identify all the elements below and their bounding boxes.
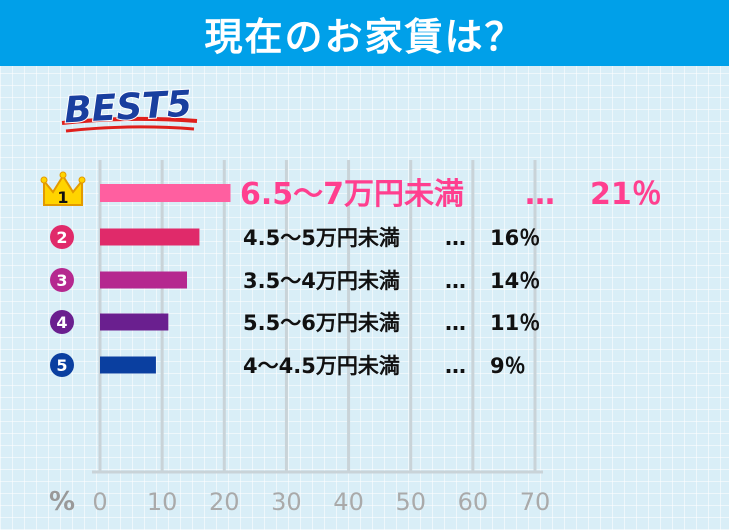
circle-3-icon: 3 — [50, 268, 74, 292]
x-tick-label: 20 — [209, 488, 240, 516]
bar-value-label: 16％ — [490, 226, 540, 250]
chart-panel — [0, 66, 729, 530]
bar-chart: 0 10 20 30 40 50 60 70 % BEST5 1 2 3 4 5 6.5～7万円未満 …… — [40, 83, 662, 517]
best5-badge: BEST5 — [61, 83, 198, 133]
bar-separator: … — [525, 177, 555, 212]
bar-range-label: 4～4.5万円未満 — [243, 354, 400, 378]
grid-lines — [92, 160, 543, 474]
rank-number: 5 — [56, 356, 67, 375]
bar — [100, 271, 187, 289]
bar-range-label: 4.5～5万円未満 — [243, 226, 400, 250]
bars — [100, 184, 231, 374]
bar — [100, 313, 169, 331]
best5-label: BEST5 — [63, 84, 193, 132]
circle-5-icon: 5 — [50, 353, 74, 377]
circle-2-icon: 2 — [50, 225, 74, 249]
x-tick-label: 10 — [147, 488, 178, 516]
circle-4-icon: 4 — [50, 310, 74, 334]
rank-icons: 1 2 3 4 5 — [40, 171, 86, 377]
crown-icon: 1 — [40, 171, 86, 207]
bar-separator: … — [445, 311, 466, 335]
bar-range-label: 3.5～4万円未満 — [243, 269, 400, 293]
x-tick-label: 50 — [395, 488, 426, 516]
bar-value-label: 14％ — [490, 269, 540, 293]
rank-number: 3 — [56, 271, 67, 290]
bar-value-label: 9％ — [490, 354, 526, 378]
x-tick-label: 60 — [458, 488, 489, 516]
bar-labels: 6.5～7万円未満 … 21％ 4.5～5万円未満 … 16％ 3.5～4万円未満 … 14％ 5… — [240, 177, 662, 378]
bar — [100, 356, 156, 374]
page-title: 現在のお家賃は？ — [204, 14, 525, 59]
bar-range-label: 6.5～7万円未満 — [240, 177, 464, 212]
bar-range-label: 5.5～6万円未満 — [243, 311, 400, 335]
rank-number: 4 — [56, 313, 67, 332]
x-tick-label: 70 — [520, 488, 551, 516]
x-tick-label: 30 — [271, 488, 302, 516]
bar-value-label: 21％ — [590, 177, 662, 212]
bar — [100, 228, 200, 246]
bar-value-label: 11％ — [490, 311, 540, 335]
header-banner: 現在のお家賃は？ — [0, 0, 729, 66]
bar — [100, 184, 231, 202]
rank-number: 2 — [56, 228, 67, 247]
bar-separator: … — [445, 354, 466, 378]
bar-separator: … — [445, 269, 466, 293]
rank-number: 1 — [57, 188, 68, 207]
x-axis-ticks: 0 10 20 30 40 50 60 70 — [92, 488, 550, 516]
bar-separator: … — [445, 226, 466, 250]
x-tick-label: 40 — [333, 488, 364, 516]
x-axis-label: % — [49, 487, 75, 517]
x-tick-label: 0 — [92, 488, 107, 516]
